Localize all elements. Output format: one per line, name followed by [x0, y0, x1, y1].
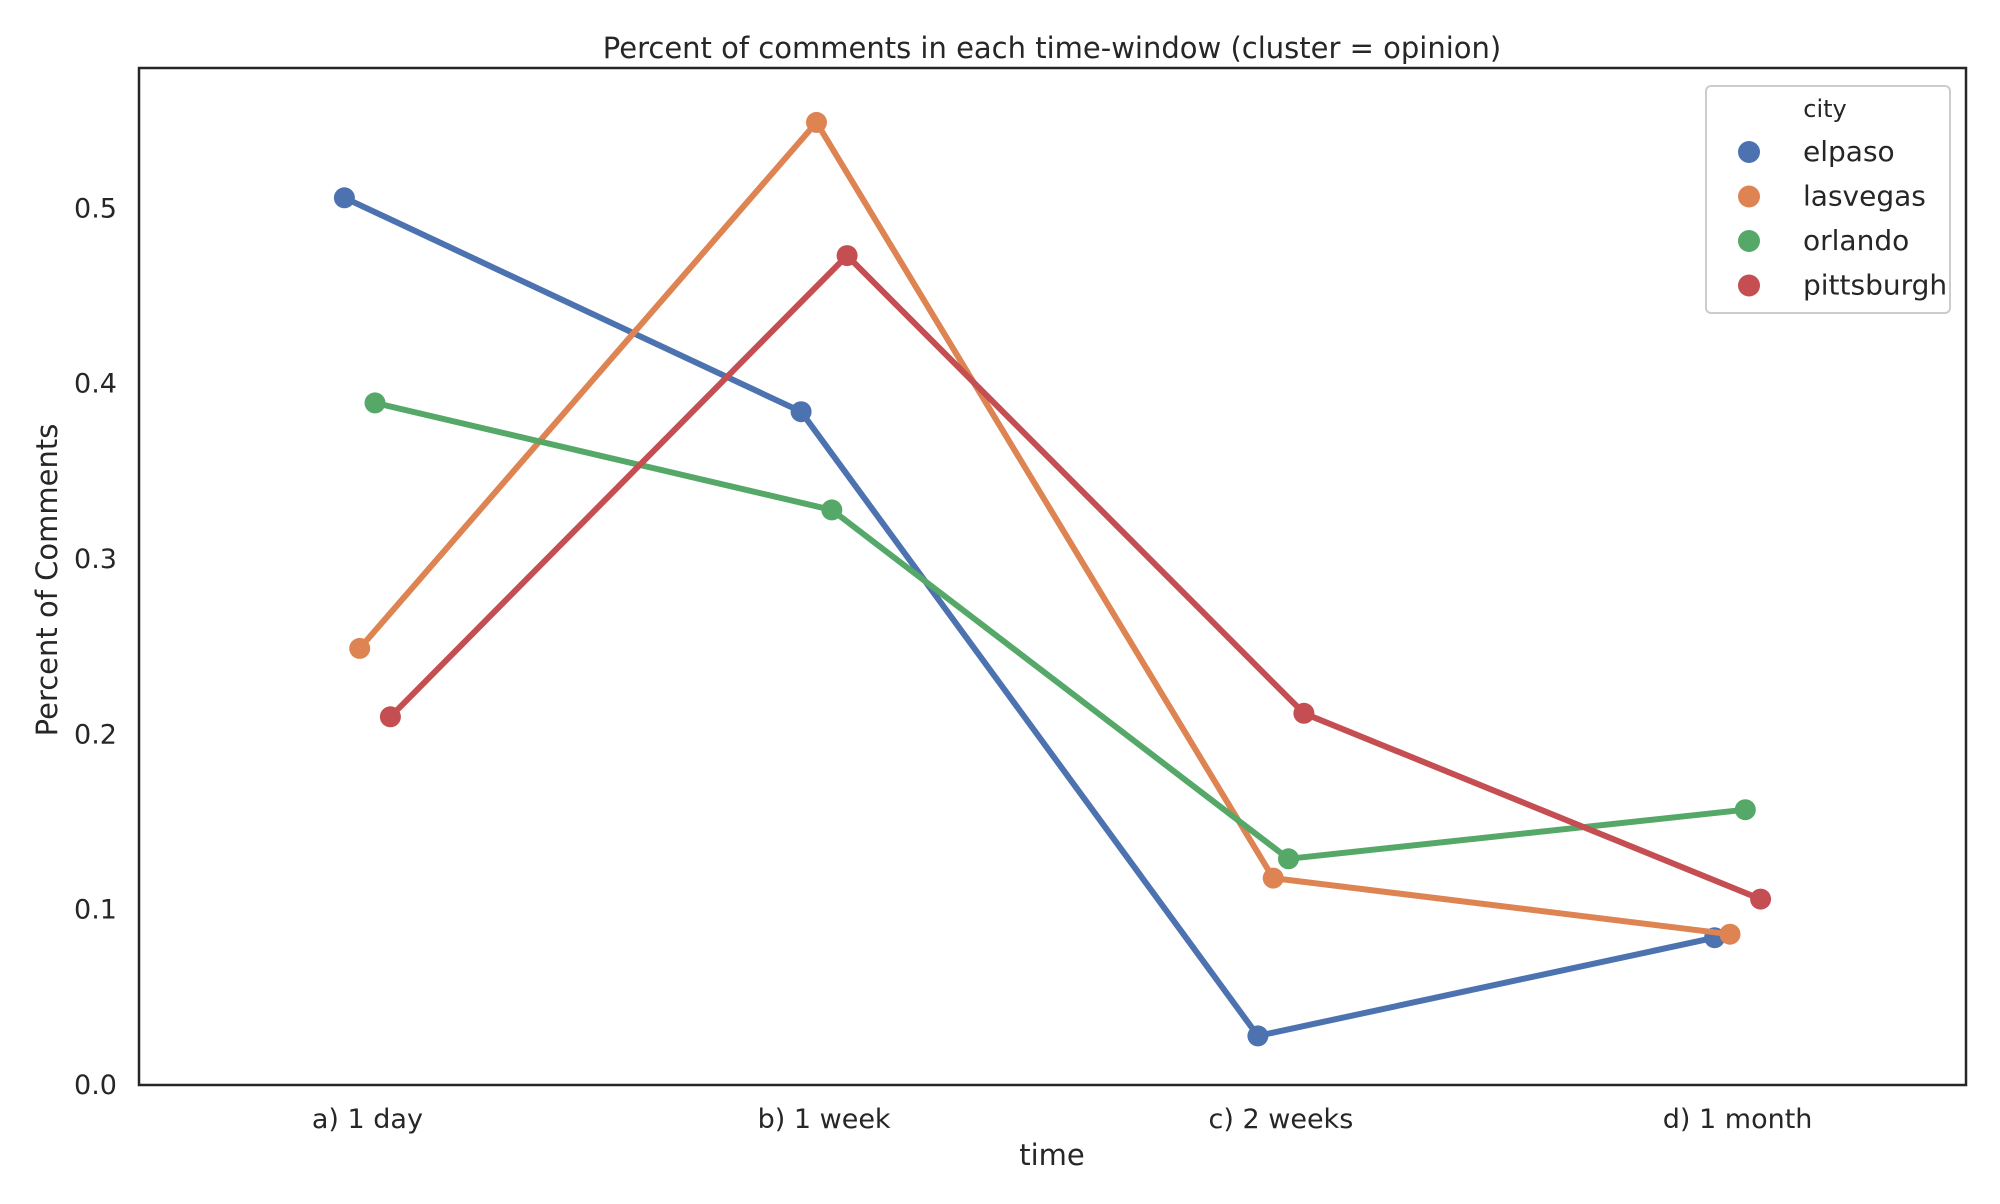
legend-frame [1705, 85, 1951, 314]
legend-title: city [1803, 95, 1846, 123]
series-elpaso [333, 187, 1726, 1047]
series-line-pittsburgh [387, 252, 1764, 903]
data-point-elpaso-3 [1247, 1025, 1269, 1047]
series-lasvegas [349, 111, 1741, 945]
x-tick-label-4: d) 1 month [1663, 1104, 1813, 1135]
legend-label-pittsburgh: pittsburgh [1803, 269, 1947, 302]
data-point-lasvegas-2 [806, 111, 827, 133]
legend-marker-elpaso [1738, 141, 1760, 163]
legend-marker-pittsburgh [1738, 274, 1760, 297]
data-point-elpaso-1 [333, 187, 355, 209]
x-tick-label-1: a) 1 day [312, 1104, 423, 1135]
data-point-pittsburgh-1 [379, 706, 401, 728]
legend-label-lasvegas: lasvegas [1803, 180, 1926, 213]
series-pittsburgh [379, 245, 1772, 910]
data-point-orlando-4 [1734, 799, 1756, 821]
x-tick-label-3: c) 2 weeks [1209, 1104, 1354, 1135]
axes: 0.0 0.1 0.2 0.3 0.4 0.5 a) 1 day b) 1 week c) 2 … [74, 66, 1968, 1135]
legend-marker-orlando [1738, 230, 1760, 252]
series-line-elpaso [341, 194, 1718, 1039]
chart-title: Percent of comments in each time-window … [603, 31, 1501, 65]
series-orlando [364, 392, 1756, 870]
y-tick-label-6: 0.5 [74, 193, 117, 224]
y-tick-label-3: 0.2 [74, 719, 117, 750]
data-point-lasvegas-4 [1719, 923, 1741, 945]
data-point-pittsburgh-4 [1750, 888, 1772, 910]
data-point-orlando-1 [364, 392, 386, 414]
legend: city elpaso lasvegas orlando pittsburgh [1705, 85, 1951, 314]
y-tick-label-4: 0.3 [74, 544, 117, 575]
data-point-orlando-3 [1278, 848, 1299, 870]
plot-frame [137, 66, 1968, 1087]
y-tick-label-2: 0.1 [74, 895, 117, 926]
legend-marker-lasvegas [1738, 185, 1760, 208]
x-tick-label-2: b) 1 week [758, 1104, 891, 1135]
data-point-pittsburgh-2 [836, 245, 858, 267]
y-axis-label: Percent of Comments [30, 424, 64, 737]
y-tick-label-5: 0.4 [74, 369, 117, 400]
series-line-lasvegas [356, 119, 1733, 938]
legend-label-elpaso: elpaso [1803, 135, 1895, 168]
y-tick-label-1: 0.0 [74, 1070, 117, 1101]
legend-label-orlando: orlando [1803, 224, 1909, 257]
series-line-orlando [372, 399, 1749, 862]
x-axis-label: time [1019, 1138, 1085, 1172]
data-point-orlando-2 [821, 499, 843, 521]
data-point-lasvegas-3 [1262, 867, 1284, 889]
data-point-lasvegas-1 [349, 637, 371, 659]
data-point-pittsburgh-3 [1293, 702, 1315, 724]
data-point-elpaso-2 [790, 401, 812, 423]
plot-area [333, 111, 1772, 1047]
